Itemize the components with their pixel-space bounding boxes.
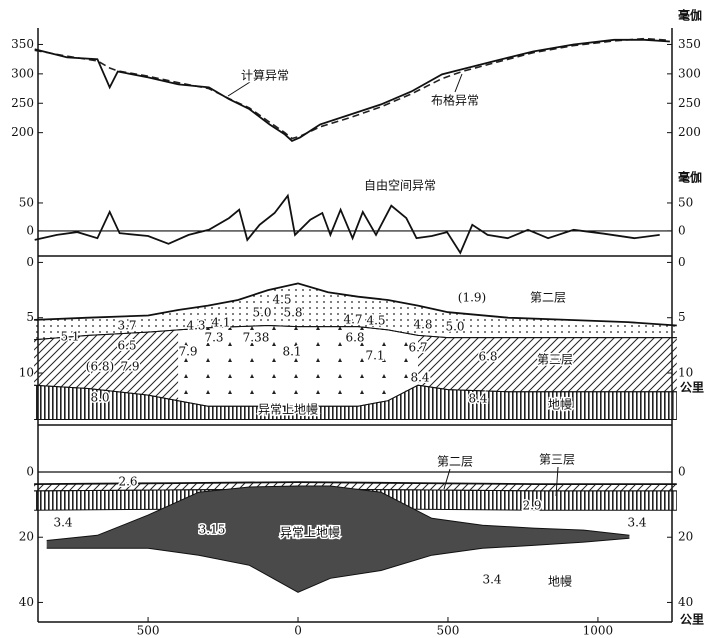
y-tick-label-right: 0 — [678, 465, 686, 479]
value-annotation: 7.1 — [365, 349, 384, 363]
value-annotation: 8.4 — [468, 392, 487, 406]
x-tick-label: 500 — [137, 624, 160, 638]
value-annotation: 7.9 — [120, 360, 139, 374]
y-tick-label-right: 0 — [678, 255, 686, 269]
y-tick-label-right: 300 — [678, 66, 701, 80]
y-unit: 公里 — [680, 380, 704, 395]
leader-line — [455, 74, 462, 92]
value-annotation: 3.7 — [117, 319, 136, 333]
value-annotation: 6.5 — [117, 339, 136, 353]
value-annotation: 4.8 — [413, 318, 432, 332]
value-annotation: 8.4 — [410, 371, 429, 385]
value-annotation: 5.0 — [252, 306, 271, 320]
value-annotation: 7.3 — [204, 331, 223, 345]
y-tick-label: 40 — [19, 595, 34, 609]
x-tick-label: 0 — [294, 624, 302, 638]
layer-label: 地幔 — [548, 397, 572, 412]
series-label: 布格异常 — [431, 93, 479, 108]
layer-label: 第二层 — [437, 455, 473, 469]
value-annotation: 3.4 — [482, 573, 501, 587]
value-annotation: 4.5 — [272, 293, 291, 307]
value-annotation: 3.4 — [627, 516, 646, 530]
y-tick-label: 300 — [11, 66, 34, 80]
y-tick-label-right: 50 — [678, 195, 693, 209]
leader-line — [228, 82, 250, 96]
panel-title: 自由空间异常 — [364, 179, 436, 193]
value-annotation: 4.5 — [366, 314, 385, 328]
y-tick-label: 0 — [26, 255, 34, 269]
y-tick-label: 0 — [26, 223, 34, 237]
x-tick-label: 500 — [437, 624, 460, 638]
y-tick-label: 50 — [19, 195, 34, 209]
series-line — [35, 40, 670, 141]
value-annotation: 4.7 — [343, 313, 362, 327]
value-annotation: 3.4 — [53, 516, 72, 530]
x-tick-label: 1000 — [583, 624, 614, 638]
value-annotation: 8.1 — [282, 345, 301, 359]
value-annotation: 4.3 — [186, 319, 205, 333]
value-annotation: 6.8 — [345, 331, 364, 345]
y-tick-label-right: 200 — [678, 125, 701, 139]
value-annotation: 5.8 — [283, 306, 302, 320]
y-tick-label-right: 350 — [678, 37, 701, 51]
y-tick-label-right: 0 — [678, 223, 686, 237]
y-tick-label: 5 — [26, 310, 34, 324]
y-tick-label: 10 — [19, 366, 34, 380]
value-annotation: 3.15 — [199, 523, 226, 537]
y-unit: 毫伽 — [678, 8, 702, 23]
value-annotation: 6.8 — [478, 350, 497, 364]
value-annotation: 2.6 — [118, 475, 137, 489]
series-line — [35, 196, 660, 253]
y-tick-label-right: 20 — [678, 530, 693, 544]
value-annotation: 8.0 — [90, 391, 109, 405]
value-annotation: 4.1 — [211, 316, 230, 330]
figure: 200200250250300300350350毫伽计算异常布格异常005050… — [0, 0, 711, 638]
y-tick-label-right: 5 — [678, 310, 686, 324]
value-annotation: 5.0 — [445, 320, 464, 334]
value-annotation: 7.9 — [178, 345, 197, 359]
page: {"chart_data": [ {"type": "line", "y_lab… — [0, 0, 711, 638]
layer-label: 地幔 — [548, 574, 572, 589]
value-annotation: (1.9) — [458, 291, 486, 305]
layer-label: 第三层 — [539, 453, 575, 467]
y-tick-label: 0 — [26, 465, 34, 479]
y-tick-label-right: 250 — [678, 96, 701, 110]
series-line — [35, 39, 670, 139]
y-tick-label: 250 — [11, 96, 34, 110]
value-annotation: 5.1 — [60, 330, 79, 344]
y-tick-label-right: 10 — [678, 366, 693, 380]
layer-label: 异常上地幔 — [280, 525, 340, 540]
y-tick-label: 350 — [11, 37, 34, 51]
layer-label: 第二层 — [530, 291, 566, 305]
y-tick-label: 20 — [19, 530, 34, 544]
y-unit: 毫伽 — [678, 170, 702, 185]
layer-label: 异常上地幔 — [258, 402, 318, 417]
value-annotation: (6.8) — [86, 360, 114, 374]
value-annotation: 7.38 — [243, 331, 270, 345]
value-annotation: 2.9 — [522, 499, 541, 513]
x-unit: 公里 — [680, 612, 704, 627]
value-annotation: 6.7 — [408, 341, 427, 355]
y-tick-label-right: 40 — [678, 595, 693, 609]
series-label: 计算异常 — [241, 68, 289, 83]
y-tick-label: 200 — [11, 125, 34, 139]
layer-label: 第三层 — [537, 353, 573, 367]
